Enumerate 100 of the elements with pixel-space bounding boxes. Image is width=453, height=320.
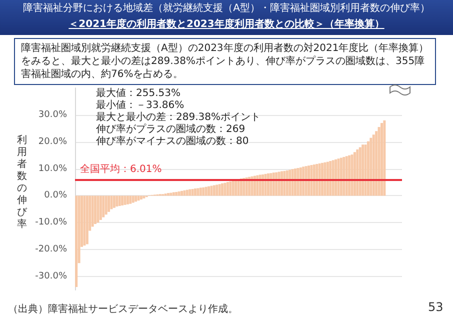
bar: [383, 120, 386, 196]
bar: [226, 182, 229, 196]
bar: [329, 160, 332, 196]
bar: [308, 166, 310, 196]
bar: [304, 166, 308, 196]
y-tick-label: 30.0%: [38, 110, 68, 120]
bar: [310, 165, 313, 196]
bar: [348, 155, 351, 196]
bar: [321, 162, 324, 196]
bar: [175, 192, 178, 196]
bar: [318, 163, 321, 196]
annotation: 伸び率がマイナスの圏域の数：80: [96, 136, 250, 148]
bar: [324, 162, 326, 196]
bar: [218, 184, 221, 196]
text: 53: [428, 300, 444, 314]
bar: [234, 180, 238, 196]
bar: [172, 192, 175, 196]
y-axis-title: 利用者数の伸び率: [16, 135, 28, 231]
bar: [110, 196, 113, 210]
bar: [121, 196, 124, 206]
bar: [353, 152, 356, 196]
bar: [129, 196, 132, 204]
bar: [142, 196, 146, 198]
bar: [291, 169, 294, 196]
bar: [224, 182, 226, 196]
bar: [358, 147, 362, 196]
bar: [118, 196, 121, 206]
bar: [299, 167, 302, 196]
bar: [283, 170, 286, 196]
bar: [262, 174, 264, 196]
ref-line-label: 全国平均：6.01%: [80, 163, 162, 176]
bar: [126, 196, 129, 204]
bar: [345, 156, 348, 196]
bar: [178, 191, 180, 196]
bar: [183, 190, 186, 196]
bar: [312, 164, 316, 196]
text: （出典）障害福祉サービスデータベースより作成。: [8, 302, 238, 316]
bar: [112, 196, 116, 208]
bar: [86, 196, 88, 244]
bar: [102, 196, 105, 218]
bar: [199, 188, 202, 196]
bar: [278, 172, 280, 196]
bar: [204, 186, 208, 196]
bar: [275, 172, 278, 196]
bar: [202, 187, 205, 196]
bar: [188, 189, 192, 196]
bar: [229, 181, 232, 196]
annotation: 最小値：－33.86%: [96, 100, 186, 112]
bar: [104, 196, 108, 215]
bar: [337, 158, 340, 196]
bar: [258, 174, 262, 196]
bar: [99, 196, 102, 220]
bar: [280, 171, 283, 196]
y-tick-label: -30.0%: [35, 272, 68, 282]
bar: [364, 144, 367, 196]
bar: [286, 170, 288, 196]
y-tick-label: 10.0%: [38, 164, 68, 174]
bar: [316, 164, 318, 196]
bar: [191, 189, 194, 196]
bar: [212, 185, 216, 196]
bar: [264, 174, 267, 196]
bar: [134, 196, 138, 202]
bar: [108, 196, 110, 212]
bar: [332, 160, 334, 196]
bar: [137, 196, 140, 201]
bar: [96, 196, 100, 223]
bar: [75, 196, 78, 288]
y-tick-label: -20.0%: [35, 244, 68, 255]
annotation: 最大値：255.53%: [96, 88, 182, 100]
bar: [116, 196, 118, 207]
bar: [196, 188, 200, 196]
bar: [370, 138, 372, 196]
bar: [221, 183, 224, 196]
bar: [210, 186, 213, 196]
bar: [334, 159, 338, 196]
bar: [232, 180, 234, 196]
bar: [302, 166, 305, 196]
bar: [366, 141, 370, 196]
y-tick-label: 0.0%: [44, 190, 68, 201]
bar: [166, 193, 170, 196]
text: 障害福祉圏域別就労継続支援（A型）の2023年度の利用者数の対2021年度比（年率換算）をみると、最大と最小の差は289.38%ポイントあり、伸び率がプラスの圏域数は、355障害福祉圏域の内、約76%を占める。: [14, 38, 436, 85]
bar: [294, 168, 296, 196]
y-tick-label: 20.0%: [38, 136, 68, 147]
bar: [378, 127, 380, 196]
bar: [326, 162, 329, 196]
bar: [216, 184, 218, 196]
bar: [372, 134, 375, 196]
bar: [180, 190, 183, 196]
bar: [194, 188, 197, 196]
bar: [362, 144, 364, 196]
bar: [91, 196, 94, 227]
bar: [186, 190, 188, 196]
bar: [208, 186, 210, 196]
annotation: 伸び率がプラスの圏域の数：269: [96, 124, 246, 136]
bar: [296, 168, 300, 196]
bar: [83, 196, 86, 246]
chart-subtitle: ＜2021年度の利用者数と2023年度利用者数との比較＞（年率換算）: [68, 17, 386, 32]
bar: [342, 156, 346, 196]
chart-title: 障害福祉分野における地域差（就労継続支援（A型）・障害福祉圏域別利用者数の伸び率）: [22, 2, 431, 16]
bar: [132, 196, 134, 203]
